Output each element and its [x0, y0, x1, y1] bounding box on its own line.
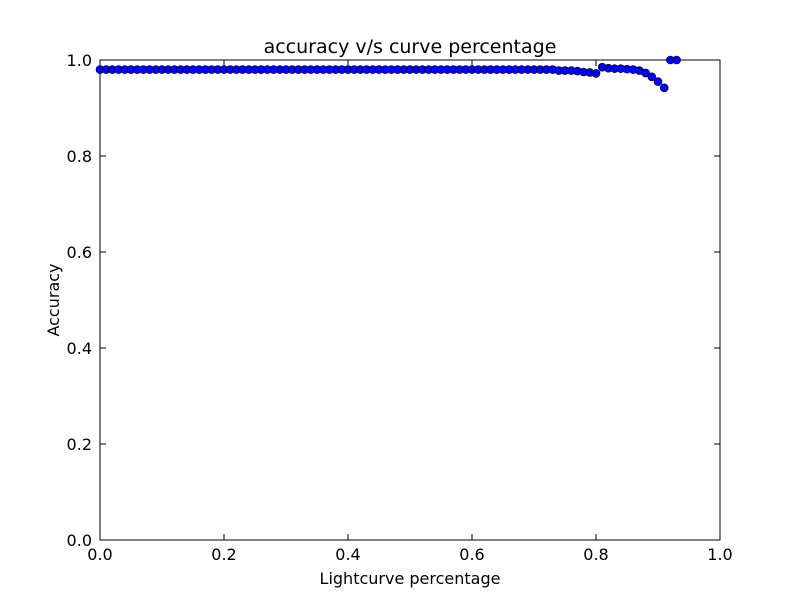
y-tick-label: 0.4 [67, 339, 92, 358]
data-point [653, 77, 663, 86]
x-tick-label: 1.0 [707, 545, 732, 564]
y-axis-label: Accuracy [44, 263, 63, 336]
x-axis-label: Lightcurve percentage [320, 569, 501, 588]
y-tick-label: 0.2 [67, 435, 92, 454]
x-tick-label: 0.4 [335, 545, 360, 564]
chart-title: accuracy v/s curve percentage [264, 36, 557, 58]
x-tick-label: 0.6 [459, 545, 484, 564]
data-point [659, 83, 669, 93]
plot-frame [99, 59, 721, 541]
x-tick-label: 0.0 [87, 545, 112, 564]
y-axis: 0.0 0.2 0.4 0.6 0.8 1.0 [67, 51, 720, 550]
y-tick-label: 1.0 [67, 51, 92, 70]
x-axis: 0.0 0.2 0.4 0.6 0.8 1.0 [87, 60, 733, 564]
data-point [641, 68, 650, 78]
y-tick-label: 0.0 [67, 531, 92, 550]
data-point [591, 69, 601, 78]
x-tick-label: 0.8 [583, 545, 608, 564]
y-tick-label: 0.8 [67, 147, 92, 166]
data-point [672, 55, 681, 65]
data-point [647, 72, 657, 82]
y-tick-label: 0.6 [67, 243, 92, 262]
x-tick-label: 0.2 [211, 545, 236, 564]
data-points [95, 55, 681, 93]
